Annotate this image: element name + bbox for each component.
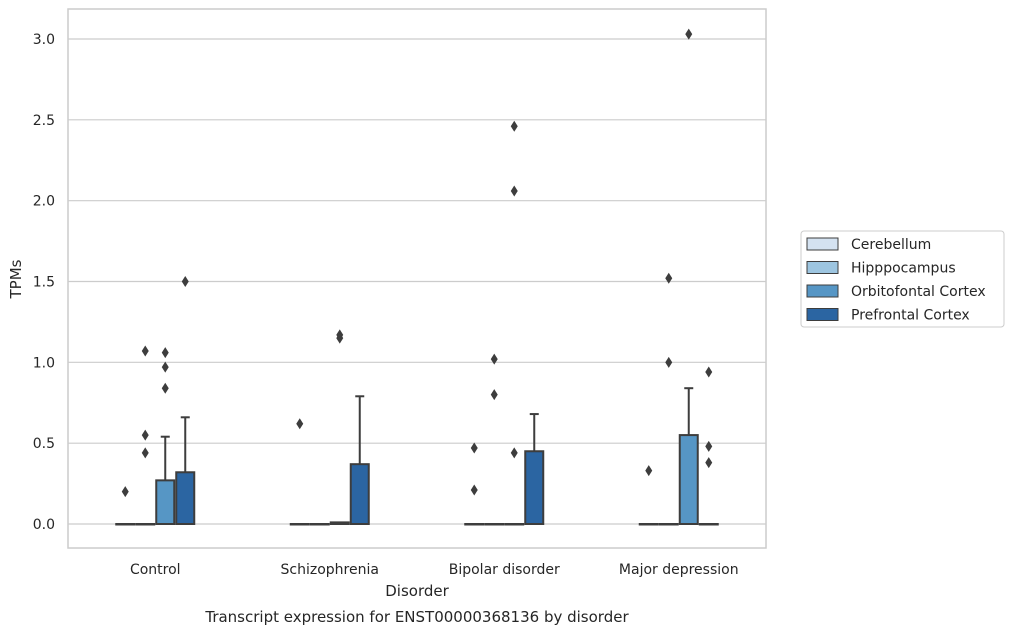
box-cerebellum <box>289 523 310 526</box>
y-tick-label: 1.0 <box>33 355 55 371</box>
x-axis-title: Disorder <box>385 582 449 600</box>
box-cerebellum <box>638 523 659 526</box>
outlier-point <box>665 272 673 284</box>
legend-label: Cerebellum <box>851 237 931 253</box>
box-body <box>524 450 545 525</box>
y-tick-label: 2.5 <box>33 113 55 129</box>
box-hipppocampus <box>309 523 330 526</box>
x-tick-label: Bipolar disorder <box>449 562 560 578</box>
box-series <box>115 387 719 526</box>
y-tick-label: 0.0 <box>33 517 55 533</box>
box-orbitofontal-cortex <box>329 521 350 526</box>
x-tick-label: Major depression <box>619 562 739 578</box>
outlier-point <box>705 457 713 469</box>
outlier-point <box>296 418 304 430</box>
box-orbitofontal-cortex <box>678 387 699 526</box>
box-prefrontal-cortex <box>175 416 196 525</box>
outlier-point <box>685 28 693 40</box>
outlier-point <box>470 442 478 454</box>
y-tick-label: 2.0 <box>33 194 55 210</box>
outlier-point <box>510 120 518 132</box>
plot-frame <box>67 8 767 549</box>
box-orbitofontal-cortex <box>504 523 525 526</box>
box-body <box>155 479 176 526</box>
outlier-point <box>141 345 149 357</box>
chart-caption: Transcript expression for ENST0000036813… <box>204 608 629 626</box>
y-axis-title: TPMs <box>7 259 25 299</box>
box-cerebellum <box>464 523 485 526</box>
outlier-point <box>470 484 478 496</box>
outlier-point <box>490 389 498 401</box>
box-prefrontal-cortex <box>349 395 370 525</box>
box-prefrontal-cortex <box>524 413 545 525</box>
box-cerebellum <box>115 523 136 526</box>
y-tick-labels: 0.0 0.5 1.0 1.5 2.0 2.5 3.0 <box>33 32 55 533</box>
legend: Cerebellum Hipppocampus Orbitofontal Corte… <box>800 230 1005 328</box>
outlier-point <box>161 347 169 359</box>
y-tick-label: 0.5 <box>33 436 55 452</box>
x-tick-labels: Control Schizophrenia Bipolar disorder Majo… <box>130 562 739 578</box>
legend-swatch <box>806 308 839 321</box>
legend-label: Hipppocampus <box>851 261 956 277</box>
x-tick-label: Control <box>130 562 181 578</box>
outlier-point <box>665 356 673 368</box>
outlier-point <box>181 276 189 287</box>
legend-label: Prefrontal Cortex <box>851 308 970 324</box>
box-orbitofontal-cortex <box>155 435 176 526</box>
legend-label: Orbitofontal Cortex <box>851 284 986 300</box>
box-body <box>678 434 699 526</box>
outlier-point <box>161 382 169 394</box>
box-prefrontal-cortex <box>698 523 719 526</box>
outlier-point <box>645 465 653 477</box>
outlier-points <box>121 28 713 498</box>
outlier-point <box>141 447 149 459</box>
y-tick-label: 3.0 <box>33 32 55 48</box>
box-hipppocampus <box>484 523 505 526</box>
legend-swatch <box>806 261 839 274</box>
legend-frame <box>800 230 1005 328</box>
outlier-point <box>510 185 518 197</box>
legend-swatch <box>806 237 839 251</box>
outlier-point <box>336 332 344 344</box>
outlier-point <box>490 353 498 365</box>
x-tick-label: Schizophrenia <box>281 562 379 578</box>
plot-area-background <box>68 9 766 548</box>
outlier-point <box>161 361 169 373</box>
outlier-point <box>705 440 713 452</box>
outlier-point <box>141 429 149 441</box>
y-tick-label: 1.5 <box>33 275 55 291</box>
outlier-point <box>705 366 713 378</box>
outlier-point <box>510 447 518 459</box>
legend-swatch <box>806 284 839 298</box>
box-body <box>175 471 196 525</box>
outlier-point <box>121 486 129 498</box>
box-body <box>349 463 370 525</box>
box-hipppocampus <box>135 523 156 526</box>
box-hipppocampus <box>658 523 679 526</box>
